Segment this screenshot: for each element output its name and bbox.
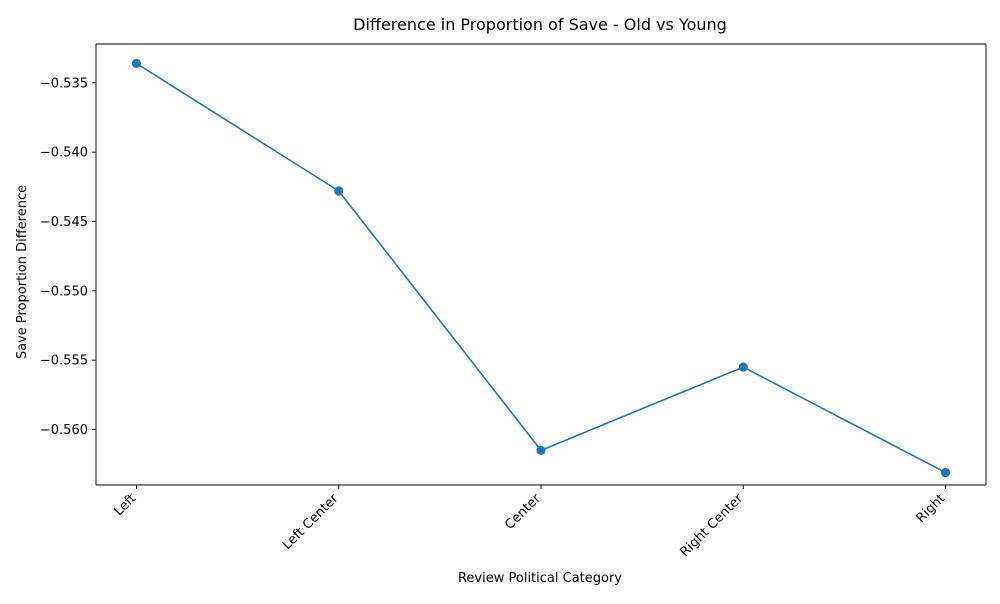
y-tick-label: −0.545: [40, 215, 88, 230]
data-point: [334, 186, 344, 196]
y-tick-label: −0.540: [40, 146, 88, 161]
data-point: [940, 467, 951, 478]
y-tick-label: −0.535: [40, 76, 88, 91]
y-tick-label: −0.550: [40, 284, 88, 299]
data-point: [738, 362, 748, 372]
data-point: [131, 58, 142, 69]
x-tick-label: Right: [914, 491, 949, 526]
y-axis-label: Save Proportion Difference: [15, 185, 30, 359]
data-point: [536, 445, 546, 455]
y-tick-label: −0.560: [40, 423, 88, 438]
y-tick-label: −0.555: [40, 354, 88, 369]
x-tick-label: Left Center: [280, 491, 342, 553]
chart-title: Difference in Proportion of Save - Old v…: [353, 15, 727, 34]
x-tick-label: Center: [502, 491, 544, 533]
x-tick-label: Left: [111, 491, 139, 519]
plot-area: −0.535 −0.540 −0.545 −0.550 −0.555 −0.560 Left…: [40, 43, 987, 560]
series-line: [136, 62, 946, 474]
x-tick-label: Right Center: [677, 491, 746, 560]
x-axis-label: Review Political Category: [458, 571, 622, 586]
